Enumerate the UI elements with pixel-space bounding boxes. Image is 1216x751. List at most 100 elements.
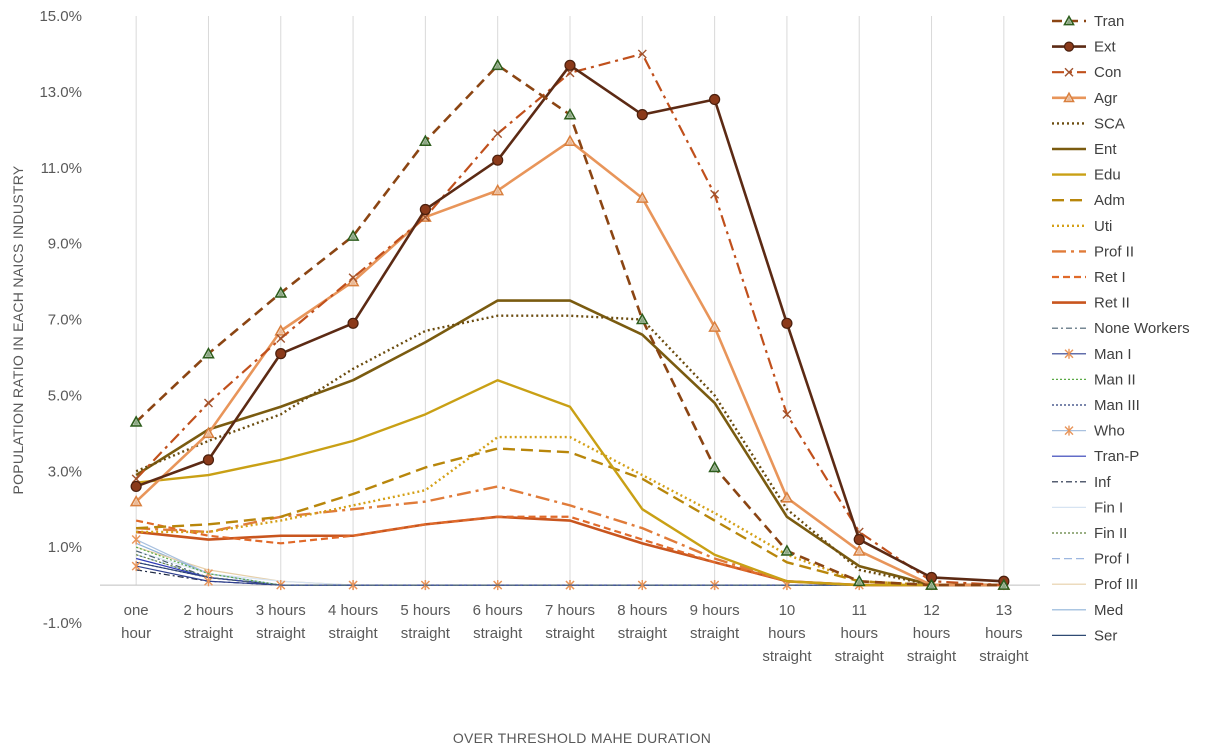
legend-item: Man II: [1052, 371, 1136, 388]
y-tick-label: 5.0%: [48, 387, 82, 404]
legend-label: Man II: [1094, 371, 1136, 388]
legend-item: Agr: [1052, 90, 1117, 107]
point-marker: [564, 59, 576, 71]
x-tick-label: 11 hours straight: [835, 602, 885, 665]
point-marker-fill: [205, 350, 212, 357]
legend-label: Tran-P: [1094, 448, 1139, 465]
legend-label: Ser: [1094, 627, 1117, 644]
legend-item: Inf: [1052, 474, 1112, 491]
legend-item: Prof III: [1052, 576, 1138, 593]
legend-item: Ret II: [1052, 295, 1130, 312]
legend-label: Man III: [1094, 397, 1140, 414]
series-uti: [136, 435, 1004, 587]
point-marker-fill: [639, 316, 646, 323]
legend-label: Prof I: [1094, 551, 1130, 568]
legend-item: None Workers: [1052, 320, 1190, 337]
legend-item: Who: [1052, 423, 1125, 440]
y-axis-ticks: -1.0% 1.0% 3.0% 5.0% 7.0% 9.0% 11.0% 13.0% 15.0%: [39, 8, 82, 632]
x-tick-label: 9 hours straight: [690, 602, 740, 642]
legend-item: Fin II: [1052, 525, 1127, 542]
y-tick-label: 9.0%: [48, 236, 82, 253]
legend-label: Who: [1094, 423, 1125, 440]
point-marker-fill: [277, 327, 284, 334]
y-axis-title: POPULATION RATIO IN EACH NAICS INDUSTRY: [10, 165, 26, 494]
point-marker: [636, 109, 648, 121]
point-marker-fill: [1066, 18, 1072, 24]
point-marker: [781, 317, 793, 329]
legend-item: Man I: [1052, 346, 1132, 363]
x-tick-label: one hour: [121, 602, 151, 642]
point-marker: [1064, 425, 1074, 436]
x-tick-label: 3 hours straight: [256, 602, 306, 642]
legend-label: Uti: [1094, 218, 1112, 235]
series-line: [135, 314, 1004, 587]
legend-label: Prof II: [1094, 243, 1134, 260]
point-marker: [1063, 41, 1075, 52]
point-marker-fill: [133, 498, 140, 505]
legend-item: Ext: [1052, 39, 1117, 56]
x-axis-ticks: one hour 2 hours straight 3 hours straight 4 h…: [121, 602, 1029, 665]
point-marker: [347, 317, 359, 329]
point-marker: [492, 154, 504, 166]
legend-label: Inf: [1094, 474, 1112, 491]
point-marker: [1064, 67, 1074, 77]
x-tick-label: 6 hours straight: [473, 602, 523, 642]
point-marker: [348, 580, 358, 591]
point-marker: [853, 533, 865, 546]
legend-item: Con: [1052, 64, 1122, 81]
point-marker: [275, 348, 287, 360]
legend-item: Ent: [1052, 141, 1117, 158]
point-marker-fill: [205, 430, 212, 437]
series-line: [135, 515, 1004, 587]
x-tick-label: 12 hours straight: [907, 602, 957, 665]
point-marker: [637, 580, 647, 591]
x-tick-label: 4 hours straight: [328, 602, 378, 642]
point-marker: [709, 93, 721, 106]
series-tran: [129, 58, 1011, 590]
x-tick-label: 10 hours straight: [762, 602, 812, 665]
point-marker-fill: [856, 547, 863, 554]
legend-item: Tran: [1052, 13, 1124, 30]
point-marker: [130, 480, 142, 493]
legend-label: Ext: [1094, 39, 1117, 56]
point-marker: [637, 49, 647, 59]
point-marker-fill: [711, 464, 718, 471]
legend-item: Prof II: [1052, 243, 1134, 260]
series-ret-i: [135, 515, 1004, 587]
series-line: [135, 299, 1004, 587]
point-marker: [276, 333, 286, 343]
point-marker-fill: [1066, 95, 1072, 101]
legend-item: Uti: [1052, 218, 1112, 235]
x-tick-label: 7 hours straight: [545, 602, 595, 642]
legend-label: Fin I: [1094, 499, 1123, 516]
legend-label: SCA: [1094, 115, 1125, 132]
point-marker-fill: [350, 233, 357, 240]
legend-label: Man I: [1094, 346, 1132, 363]
series-ent: [135, 299, 1004, 587]
legend-item: Edu: [1052, 167, 1121, 184]
point-marker-fill: [567, 111, 573, 118]
legend-label: Prof III: [1094, 576, 1138, 593]
point-marker-fill: [567, 138, 573, 145]
point-marker-fill: [422, 138, 429, 145]
y-tick-label: 7.0%: [48, 312, 82, 329]
x-tick-label: 5 hours straight: [400, 602, 450, 642]
x-tick-label: 8 hours straight: [617, 602, 667, 642]
series-lines: [129, 49, 1011, 591]
point-marker: [203, 398, 213, 408]
point-marker: [493, 129, 503, 139]
legend: Tran Ext Con Agr SCA Ent Edu Adm Uti Prof II Ret I…: [1052, 13, 1190, 644]
series-sca: [135, 314, 1004, 587]
y-tick-label: 13.0%: [39, 84, 82, 101]
y-tick-label: 11.0%: [41, 160, 82, 177]
point-marker: [710, 189, 720, 199]
legend-label: Ret I: [1094, 269, 1126, 286]
y-tick-label: -1.0%: [43, 615, 82, 632]
point-marker-fill: [783, 494, 790, 501]
point-marker-fill: [928, 582, 935, 589]
legend-label: Med: [1094, 602, 1123, 619]
point-marker-fill: [494, 62, 501, 69]
y-tick-label: 15.0%: [39, 8, 82, 25]
